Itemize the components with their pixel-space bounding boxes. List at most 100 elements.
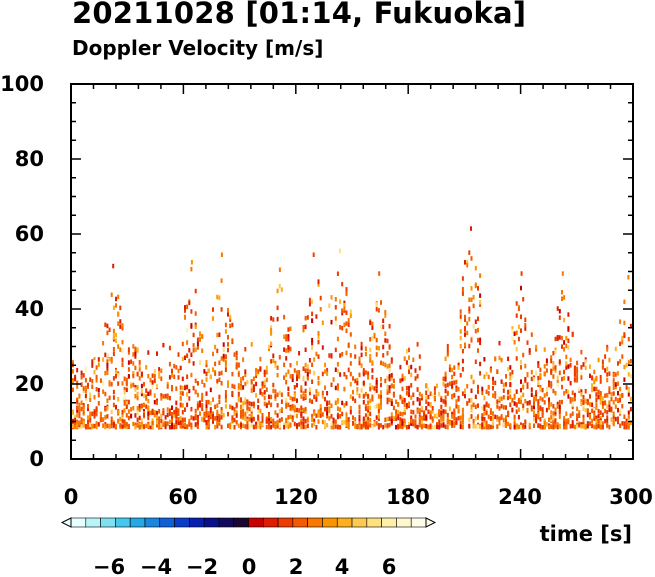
echo-point (392, 416, 395, 421)
echo-point (84, 378, 87, 383)
echo-point (468, 398, 471, 403)
echo-point (326, 406, 329, 412)
echo-point (384, 378, 387, 384)
echo-point (541, 425, 544, 430)
echo-point (184, 314, 186, 320)
echo-point (339, 353, 342, 358)
echo-point (184, 422, 186, 427)
echo-point (298, 351, 301, 356)
echo-point (470, 256, 473, 261)
echo-point (599, 416, 602, 421)
echo-point (244, 397, 247, 402)
echo-point (296, 424, 298, 429)
echo-point (285, 348, 288, 353)
echo-point (451, 374, 454, 380)
echo-point (343, 372, 346, 377)
echo-point (209, 401, 212, 406)
echo-point (606, 422, 609, 427)
colorbar-swatch (129, 517, 146, 528)
echo-point (158, 374, 161, 379)
echo-point (87, 406, 89, 412)
echo-point (377, 413, 380, 419)
echo-point (599, 396, 602, 402)
echo-point (530, 392, 533, 397)
echo-point (80, 417, 83, 422)
echo-point (188, 388, 191, 394)
echo-point (194, 347, 197, 352)
echo-point (173, 413, 176, 418)
echo-point (412, 400, 415, 406)
echo-point (289, 423, 292, 428)
echo-point (231, 322, 234, 328)
echo-point (265, 387, 268, 392)
echo-point (505, 374, 507, 379)
colorbar-label: −6 (93, 555, 125, 577)
echo-point (614, 404, 617, 409)
echo-point (194, 408, 197, 414)
echo-point (485, 420, 488, 426)
echo-point (80, 382, 83, 387)
echo-point (461, 291, 464, 296)
echo-point (537, 380, 540, 386)
echo-point (414, 368, 417, 373)
echo-point (380, 360, 382, 366)
echo-point (502, 382, 505, 388)
echo-point (520, 379, 522, 384)
echo-point (401, 373, 404, 379)
echo-point (231, 383, 234, 389)
echo-point (399, 417, 402, 422)
echo-point (216, 384, 219, 389)
echo-point (293, 413, 296, 418)
echo-point (334, 347, 337, 353)
echo-point (313, 394, 316, 400)
echo-point (511, 369, 514, 375)
echo-point (132, 344, 135, 349)
echo-point (358, 418, 361, 423)
echo-point (416, 374, 419, 379)
echo-point (315, 413, 318, 418)
echo-point (561, 271, 564, 276)
echo-point (78, 402, 81, 408)
echo-point (289, 395, 292, 401)
echo-point (306, 423, 309, 428)
echo-point (242, 400, 245, 406)
echo-point (573, 377, 576, 383)
echo-point (384, 417, 387, 422)
echo-point (84, 393, 87, 399)
echo-point (268, 344, 270, 350)
echo-point (438, 412, 441, 418)
echo-point (375, 302, 378, 307)
echo-point (457, 362, 460, 368)
echo-point (505, 405, 507, 410)
echo-point (175, 365, 178, 370)
echo-point (168, 425, 171, 430)
echo-point (377, 394, 380, 399)
echo-point (196, 417, 199, 422)
echo-point (328, 416, 331, 421)
echo-point (138, 360, 141, 365)
echo-point (293, 396, 296, 402)
echo-point (95, 387, 98, 392)
echo-point (108, 380, 111, 385)
echo-point (375, 403, 378, 409)
echo-point (190, 372, 193, 378)
echo-point (481, 416, 484, 422)
echo-point (156, 351, 158, 356)
echo-point (354, 398, 357, 404)
echo-point (287, 327, 290, 332)
echo-point (367, 400, 370, 405)
echo-point (270, 359, 273, 364)
echo-point (440, 397, 443, 403)
echo-point (291, 374, 294, 379)
echo-point (556, 382, 559, 388)
echo-point (380, 324, 382, 330)
echo-point (205, 377, 208, 382)
echo-point (199, 400, 201, 405)
echo-point (479, 302, 482, 307)
echo-point (334, 305, 337, 310)
echo-point (358, 356, 361, 361)
echo-point (298, 374, 301, 379)
echo-point (524, 419, 527, 424)
echo-point (537, 414, 540, 420)
echo-point (375, 307, 378, 312)
